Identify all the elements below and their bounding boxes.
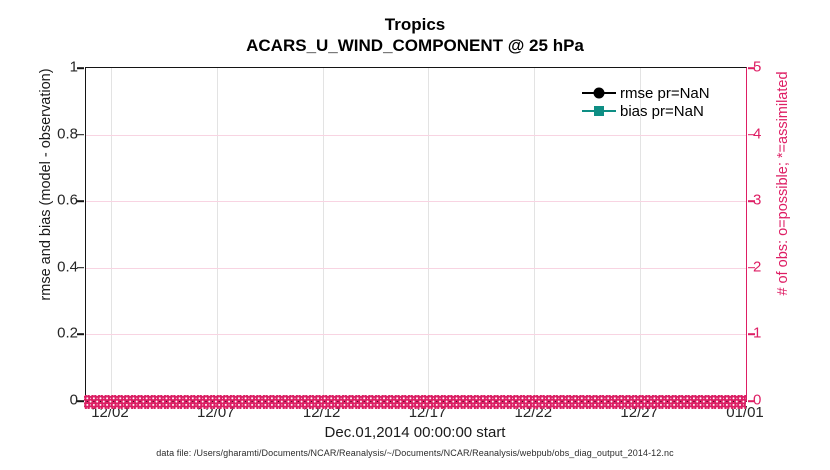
left-tick-mark — [77, 133, 84, 136]
chart-title: Tropics — [384, 15, 446, 34]
left-tick-label: 1 — [69, 58, 78, 76]
legend-label-bias: bias pr=NaN — [620, 102, 704, 120]
bias-line-sample — [582, 106, 616, 116]
right-tick-label: 1 — [753, 324, 762, 342]
gridline-horizontal — [86, 334, 746, 336]
right-tick-label: 0 — [753, 391, 762, 409]
rmse-circle-marker-icon — [593, 87, 605, 99]
obs-count-zero-marker-band — [84, 395, 746, 409]
gridline-vertical — [322, 68, 324, 401]
left-tick-mark — [77, 333, 84, 336]
left-tick-mark — [77, 200, 84, 202]
left-tick-labels: 0 0.2 0.4 0.6 0.8 1 — [30, 59, 78, 409]
gridline-horizontal — [86, 267, 746, 269]
right-tick-label: 5 — [753, 58, 762, 76]
chart-subtitle: ACARS_U_WIND_COMPONENT @ 25 hPa — [246, 36, 584, 55]
gridline-horizontal — [86, 134, 746, 136]
legend-label-rmse: rmse pr=NaN — [620, 84, 710, 102]
right-tick-label: 2 — [753, 258, 762, 276]
legend-row-bias: bias pr=NaN — [582, 102, 710, 120]
data-file-caption: data file: /Users/gharamti/Documents/NCA… — [156, 448, 674, 458]
legend: rmse pr=NaN bias pr=NaN — [582, 84, 710, 120]
gridline-vertical — [534, 68, 536, 401]
left-tick-mark — [77, 267, 84, 269]
left-tick-label: 0.4 — [57, 258, 78, 276]
left-tick-label: 0.2 — [57, 324, 78, 342]
left-tick-label: 0.8 — [57, 125, 78, 143]
rmse-line-sample — [582, 87, 616, 99]
right-tick-labels: 0 1 2 3 4 5 — [753, 59, 793, 409]
right-tick-mark — [748, 333, 755, 336]
left-tick-label: 0.6 — [57, 191, 78, 209]
right-tick-mark — [748, 267, 755, 269]
right-tick-label: 3 — [753, 191, 762, 209]
right-tick-mark — [748, 67, 755, 69]
plot-area: rmse pr=NaN bias pr=NaN — [77, 67, 755, 409]
right-tick-mark — [748, 200, 755, 202]
left-tick-mark — [77, 67, 84, 69]
bias-square-marker-icon — [594, 106, 604, 116]
legend-row-rmse: rmse pr=NaN — [582, 84, 710, 102]
left-tick-mark — [77, 400, 84, 402]
gridline-vertical — [216, 68, 218, 401]
x-axis-label: Dec.01,2014 00:00:00 start — [324, 424, 506, 441]
gridline-vertical — [110, 68, 112, 401]
chart-title-block: Tropics ACARS_U_WIND_COMPONENT @ 25 hPa — [85, 14, 745, 56]
right-tick-mark — [748, 400, 755, 402]
gridline-horizontal — [86, 201, 746, 203]
left-tick-label: 0 — [69, 391, 78, 409]
gridline-vertical — [428, 68, 430, 401]
right-tick-mark — [748, 133, 755, 136]
gridline-vertical — [640, 68, 642, 401]
right-tick-label: 4 — [753, 125, 762, 143]
